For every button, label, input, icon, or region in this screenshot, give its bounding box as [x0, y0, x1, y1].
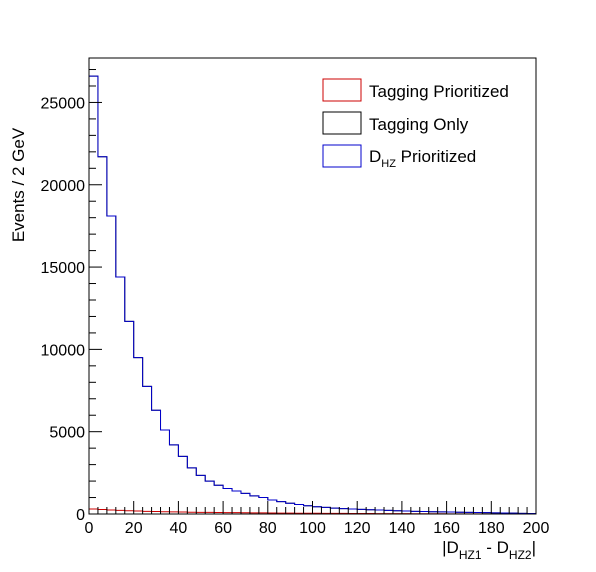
x-tick-label: 40 — [170, 520, 188, 537]
y-axis-label: Events / 2 GeV — [9, 127, 28, 242]
legend-label-tagging-only: Tagging Only — [369, 115, 469, 134]
x-tick-label: 20 — [125, 520, 143, 537]
x-tick-label: 80 — [259, 520, 277, 537]
legend-label-dhz-prioritized: DHZ Prioritized — [369, 147, 476, 170]
x-tick-label: 160 — [433, 520, 460, 537]
y-tick-label: 10000 — [41, 342, 86, 359]
y-tick-label: 25000 — [41, 95, 86, 112]
legend-label-dhz-main: D — [369, 147, 381, 166]
y-tick-label: 20000 — [41, 178, 86, 195]
legend-label-dhz-suffix: Prioritized — [396, 147, 476, 166]
legend-swatch-dhz-prioritized — [322, 144, 362, 168]
x-axis-label-sub2: HZ2 — [509, 548, 532, 562]
x-tick-label: 0 — [85, 520, 94, 537]
legend: Tagging Prioritized Tagging Only DHZ Pri… — [322, 78, 509, 170]
y-tick-label: 15000 — [41, 260, 86, 277]
x-tick-label: 60 — [214, 520, 232, 537]
y-tick-label: 0 — [76, 507, 85, 524]
x-axis-label: |DHZ1 - DHZ2| — [442, 538, 536, 562]
legend-label-tagging-prioritized: Tagging Prioritized — [369, 82, 509, 101]
x-axis-label-mid: - D — [482, 538, 509, 557]
x-axis-ticks: 0 20 40 60 80 100 120 140 160 180 200 — [85, 501, 550, 537]
x-tick-label: 120 — [344, 520, 371, 537]
x-tick-label: 100 — [299, 520, 326, 537]
legend-swatch-tagging-prioritized — [322, 78, 362, 102]
x-axis-label-sub1: HZ1 — [459, 548, 482, 562]
x-tick-label: 140 — [389, 520, 416, 537]
legend-label-dhz-sub: HZ — [381, 158, 396, 170]
x-tick-label: 180 — [478, 520, 505, 537]
x-axis-label-end: | — [532, 538, 536, 557]
y-axis-ticks: 0 5000 10000 15000 20000 25000 — [41, 69, 102, 524]
x-axis-label-main: |D — [442, 538, 459, 557]
legend-swatch-tagging-only — [322, 111, 362, 135]
y-tick-label: 5000 — [49, 425, 85, 442]
x-tick-label: 200 — [523, 520, 550, 537]
